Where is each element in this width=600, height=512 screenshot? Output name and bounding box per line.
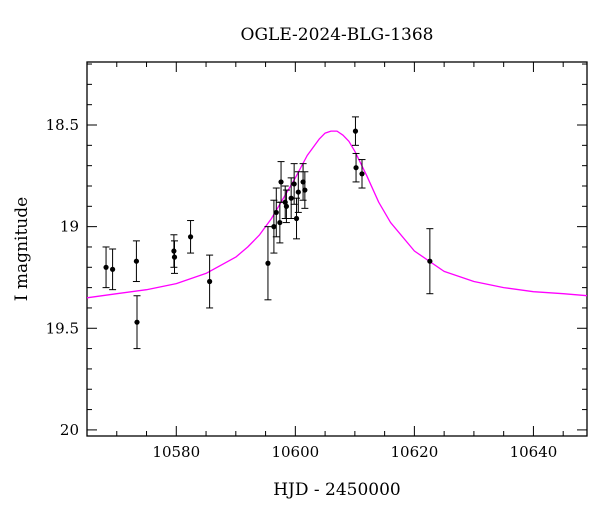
data-point-marker [295,189,301,195]
data-point [290,163,298,205]
data-point [170,234,178,268]
data-point-marker [134,319,140,325]
data-point [287,177,295,220]
data-point-marker [133,258,140,264]
model-curve-layer [86,130,588,299]
data-point [264,226,272,301]
data-point [351,116,359,146]
data-point [206,254,214,309]
data-point-marker [278,179,284,185]
data-point [276,201,284,244]
data-point-marker [109,266,116,272]
data-point-marker [171,248,177,254]
data-point-marker [283,203,290,209]
data-point [294,171,302,213]
x-tick-label: 10640 [510,443,558,461]
data-point-marker [353,165,359,171]
data-point [133,295,141,350]
data-point [132,240,140,283]
axis-tick-labels: 10580 10600 10620 10640 18.5 19 19.5 20 [46,116,558,461]
data-point [187,220,195,254]
data-point-marker [187,234,194,240]
data-point [171,240,178,274]
x-axis-label: HJD - 2450000 [273,480,401,500]
data-point-marker [273,209,279,216]
y-axis-label: I magnitude [12,197,32,301]
x-tick-label: 10600 [271,443,319,461]
data-point [102,246,110,289]
data-point-marker [288,195,294,201]
data-point [282,189,290,224]
data-point-marker [103,264,109,270]
data-point [358,159,366,189]
data-point [301,171,309,209]
data-point-marker [302,187,308,193]
y-tick-label: 18.5 [46,116,79,134]
y-tick-label: 20 [60,421,79,439]
data-point [109,248,117,291]
data-point-marker [277,219,283,226]
y-tick-label: 19 [60,218,79,236]
chart-title: OGLE-2024-BLG-1368 [241,25,434,45]
data-point-marker [359,171,365,177]
data-point [270,199,278,254]
axis-ticks [86,62,587,436]
x-tick-label: 10620 [391,443,439,461]
plot-frame [86,61,588,437]
data-point-marker [271,224,277,230]
data-point-marker [291,181,297,187]
data-point [272,187,280,238]
data-point-marker [265,260,271,266]
data-point [277,161,285,203]
data-point-marker [207,278,213,285]
x-tick-label: 10580 [152,443,200,461]
data-point [426,228,434,295]
model-curve [86,130,588,299]
data-point-marker [293,215,300,222]
data-points-layer [102,116,434,350]
data-point [293,197,301,240]
data-point-marker [171,254,178,260]
data-point [352,152,360,183]
data-point-marker [352,128,359,134]
data-point-marker [427,258,433,264]
y-tick-label: 19.5 [46,319,79,337]
